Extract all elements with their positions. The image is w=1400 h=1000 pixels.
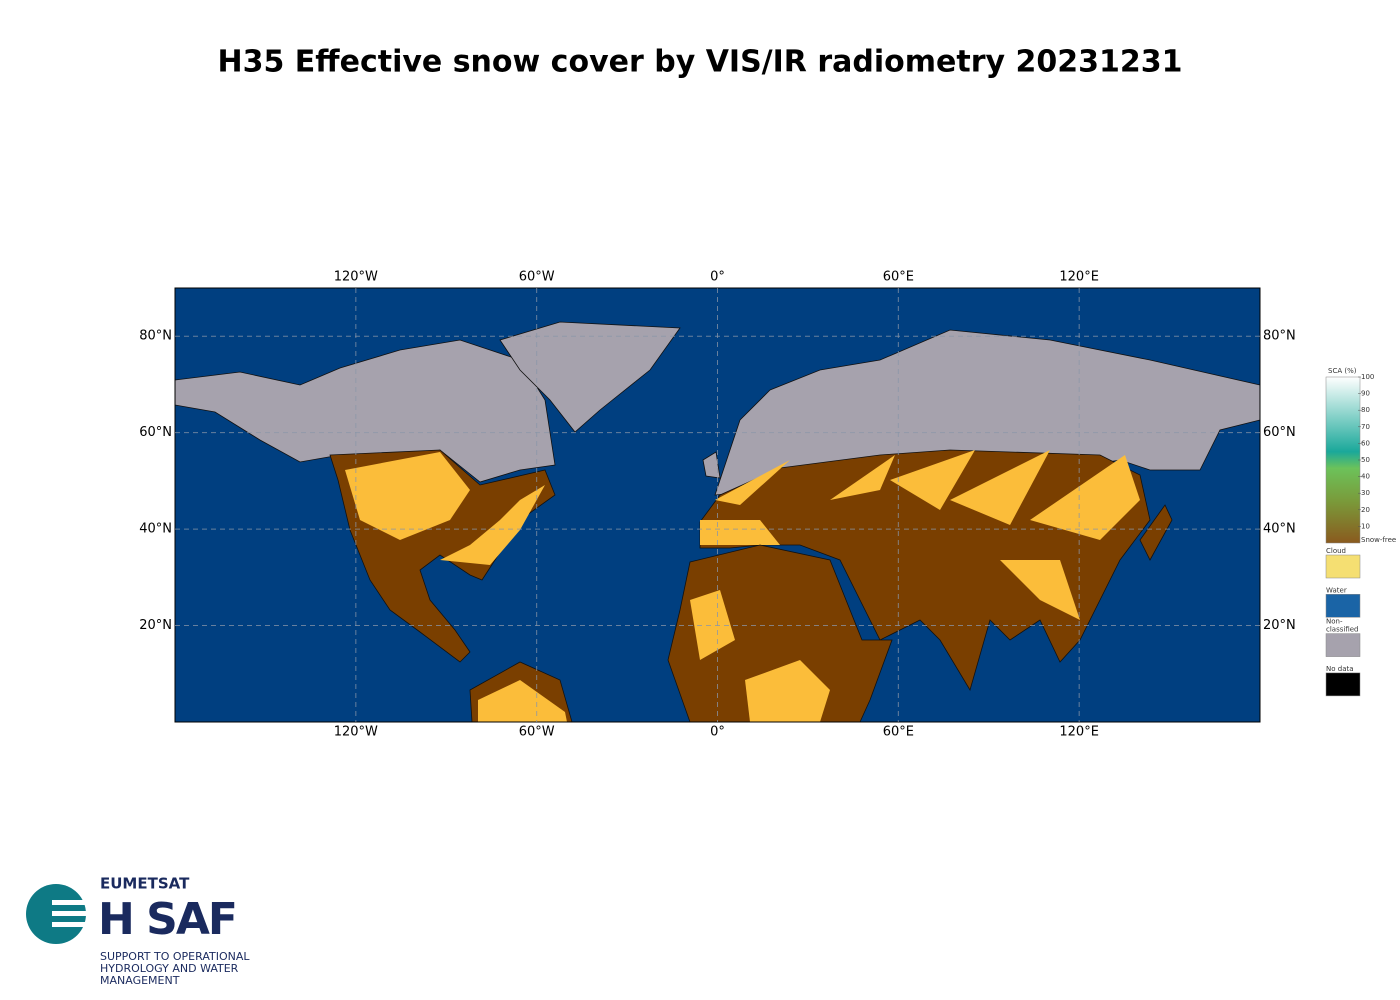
logo-stripe [52, 900, 92, 905]
logo-stripe [52, 911, 92, 916]
logo-tagline: MANAGEMENT [100, 974, 180, 987]
north-america-north [175, 339, 556, 483]
africa [667, 544, 893, 722]
colorbar [1325, 376, 1361, 544]
lon-tick-label: 60°W [519, 725, 555, 740]
logo-tagline: SUPPORT TO OPERATIONAL [100, 950, 250, 963]
cloud-patch [700, 520, 780, 545]
cloud-band [830, 455, 895, 500]
lat-tick-label: 40°N [139, 522, 172, 537]
colorbar-tick-label: 40 [1361, 473, 1370, 481]
greenland [499, 321, 681, 433]
colorbar-tick-label: 70 [1361, 423, 1370, 431]
legend-label: classified [1326, 626, 1358, 634]
cloud-patch [1000, 560, 1080, 620]
legend-label: No data [1326, 665, 1354, 673]
lat-tick-label: 40°N [1263, 522, 1296, 537]
legend-swatch [1325, 633, 1361, 657]
colorbar-tick-label: 50 [1361, 456, 1370, 464]
colorbar-tick-label: 90 [1361, 390, 1370, 398]
cloud-patch [745, 660, 830, 722]
cloud-patch [345, 452, 470, 540]
cloud-band [950, 450, 1050, 525]
lon-tick-label: 0° [710, 270, 725, 285]
cloud-band [715, 460, 790, 505]
british-isles [702, 451, 721, 479]
lon-tick-label: 60°E [883, 270, 914, 285]
lon-tick-label: 120°E [1059, 270, 1099, 285]
logo-tagline: HYDROLOGY AND WATER [100, 962, 239, 975]
lon-tick-label: 120°E [1059, 725, 1099, 740]
legend-label: Water [1326, 586, 1347, 594]
legend-swatch [1325, 672, 1361, 697]
lon-tick-label: 0° [710, 725, 725, 740]
lon-tick-label: 60°W [519, 270, 555, 285]
legend-title: SCA (%) [1328, 367, 1357, 375]
lat-tick-label: 20°N [1263, 618, 1296, 633]
cloud-patch [478, 680, 567, 722]
logo-name: H SAF [98, 894, 236, 945]
logo: EUMETSAT H SAF [26, 875, 238, 945]
lat-tick-label: 60°N [1263, 425, 1296, 440]
cloud-patch [690, 590, 735, 660]
lat-tick-label: 80°N [139, 329, 172, 344]
legend-swatch [1325, 594, 1361, 618]
eurasia-south [699, 449, 1151, 691]
logo-stripe [52, 922, 92, 927]
lat-tick-label: 20°N [139, 618, 172, 633]
colorbar-tick-label: 100 [1361, 373, 1374, 381]
lon-tick-label: 120°W [334, 725, 378, 740]
cloud-band [1030, 455, 1140, 540]
legend-label: Cloud [1326, 547, 1346, 555]
colorbar-tick-label: 80 [1361, 406, 1370, 414]
snow-free-label: Snow-free [1361, 536, 1396, 544]
lat-tick-label: 80°N [1263, 329, 1296, 344]
title: H35 Effective snow cover by VIS/IR radio… [218, 45, 1183, 80]
colorbar-tick-label: 30 [1361, 489, 1370, 497]
japan [1139, 504, 1173, 561]
lon-tick-label: 60°E [883, 725, 914, 740]
cloud-band [890, 450, 975, 510]
legend-swatch [1325, 554, 1361, 579]
colorbar-tick-label: 10 [1361, 522, 1370, 530]
colorbar-tick-label: 60 [1361, 439, 1370, 447]
legend-label: Non- [1326, 618, 1343, 626]
logo-org: EUMETSAT [100, 875, 190, 893]
lon-tick-label: 120°W [334, 270, 378, 285]
colorbar-tick-label: 20 [1361, 506, 1370, 514]
cloud-patch [440, 485, 545, 565]
lat-tick-label: 60°N [139, 425, 172, 440]
